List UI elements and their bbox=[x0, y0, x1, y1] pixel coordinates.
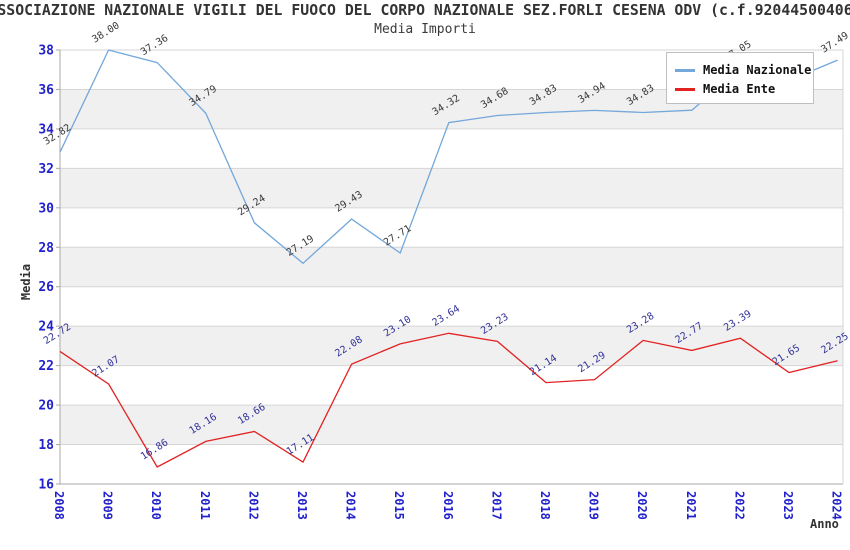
x-tick-label: 2020 bbox=[635, 491, 649, 520]
legend-label: Media Ente bbox=[703, 82, 776, 96]
chart-title-text: ASSOCIAZIONE NAZIONALE VIGILI DEL FUOCO … bbox=[0, 2, 850, 19]
chart-title: ASSOCIAZIONE NAZIONALE VIGILI DEL FUOCO … bbox=[0, 2, 850, 20]
grid-band bbox=[60, 326, 843, 366]
grid-band bbox=[60, 286, 843, 327]
grid-band bbox=[60, 444, 843, 484]
y-tick-label: 22 bbox=[38, 359, 54, 374]
x-tick-label: 2010 bbox=[149, 491, 163, 520]
y-tick-label: 30 bbox=[38, 201, 54, 216]
data-point-label: 38.00 bbox=[90, 20, 121, 45]
y-tick-label: 16 bbox=[38, 478, 54, 493]
legend-item-media-nazionale: Media Nazionale bbox=[675, 63, 811, 77]
x-tick-label: 2018 bbox=[538, 491, 552, 520]
x-tick-label: 2024 bbox=[830, 491, 844, 520]
legend-label: Media Nazionale bbox=[703, 63, 812, 77]
y-tick-label: 24 bbox=[38, 320, 54, 335]
grid-band bbox=[60, 168, 843, 208]
legend-item-media-ente: Media Ente bbox=[675, 82, 807, 96]
x-axis-title: Anno bbox=[810, 517, 839, 531]
y-axis-title: Media bbox=[19, 263, 33, 301]
x-tick-label: 2016 bbox=[441, 491, 455, 520]
grid-band bbox=[60, 405, 843, 445]
grid-band bbox=[60, 128, 843, 169]
y-tick-label: 38 bbox=[38, 44, 54, 59]
x-tick-label: 2011 bbox=[198, 491, 212, 520]
legend: Media Nazionale Media Ente bbox=[666, 52, 814, 104]
x-tick-label: 2022 bbox=[732, 491, 746, 520]
legend-line-sample-red bbox=[675, 87, 695, 91]
x-tick-label: 2014 bbox=[344, 491, 358, 520]
y-tick-label: 36 bbox=[38, 83, 54, 98]
grid-band bbox=[60, 365, 843, 406]
y-tick-label: 18 bbox=[38, 438, 54, 453]
legend-line-sample-blue bbox=[675, 68, 695, 72]
grid-band bbox=[60, 247, 843, 287]
y-tick-label: 20 bbox=[38, 399, 54, 414]
y-tick-label: 32 bbox=[38, 162, 54, 177]
y-tick-label: 28 bbox=[38, 241, 54, 256]
x-tick-label: 2009 bbox=[101, 491, 115, 520]
chart-subtitle: Media Importi bbox=[374, 22, 476, 37]
x-tick-label: 2012 bbox=[246, 491, 260, 520]
x-tick-label: 2019 bbox=[587, 491, 601, 520]
series-line-media-ente bbox=[59, 332, 838, 468]
x-tick-label: 2023 bbox=[781, 491, 795, 520]
x-tick-label: 2013 bbox=[295, 491, 309, 520]
x-tick-label: 2015 bbox=[392, 491, 406, 520]
x-tick-label: 2008 bbox=[52, 491, 66, 520]
y-tick-label: 26 bbox=[38, 280, 54, 295]
x-tick-label: 2021 bbox=[684, 491, 698, 520]
y-tick-label: 34 bbox=[38, 122, 54, 137]
x-tick-label: 2017 bbox=[489, 491, 503, 520]
grid-band bbox=[60, 207, 843, 248]
